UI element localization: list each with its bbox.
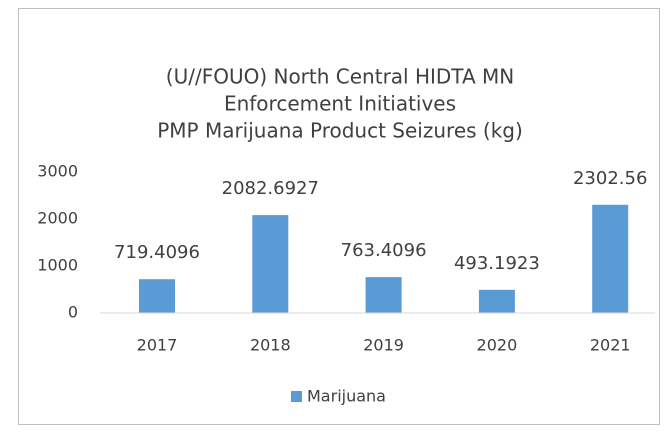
bar xyxy=(592,204,629,313)
chart-title: (U//FOUO) North Central HIDTA MN xyxy=(166,65,514,89)
x-tick-label: 2017 xyxy=(137,336,178,355)
y-tick-label: 1000 xyxy=(37,256,78,275)
y-tick-label: 0 xyxy=(68,303,78,322)
bar xyxy=(365,277,402,313)
x-tick-label: 2021 xyxy=(590,336,631,355)
bar xyxy=(478,289,515,313)
x-tick-label: 2020 xyxy=(477,336,518,355)
chart-title: PMP Marijuana Product Seizures (kg) xyxy=(157,119,523,143)
bar xyxy=(139,279,175,313)
data-label: 493.1923 xyxy=(454,253,540,274)
x-tick-label: 2019 xyxy=(363,336,404,355)
data-label: 2302.56 xyxy=(573,168,647,189)
legend-label: Marijuana xyxy=(307,387,386,406)
bar xyxy=(252,215,289,313)
y-tick-label: 3000 xyxy=(37,162,78,181)
chart-frame xyxy=(18,8,660,425)
data-label: 719.4096 xyxy=(114,242,200,263)
data-label: 763.4096 xyxy=(341,240,427,261)
data-label: 2082.6927 xyxy=(222,178,319,199)
x-tick-label: 2018 xyxy=(250,336,291,355)
legend-swatch xyxy=(291,391,302,402)
chart-title: Enforcement Initiatives xyxy=(224,92,456,116)
y-tick-label: 2000 xyxy=(37,209,78,228)
